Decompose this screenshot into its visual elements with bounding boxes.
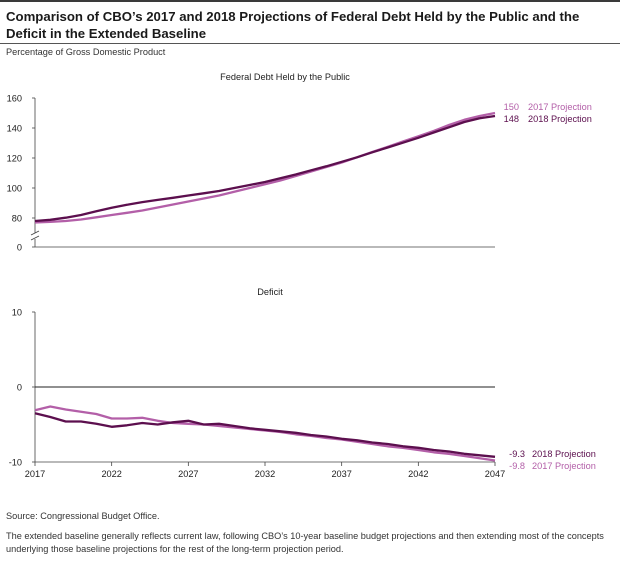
deficit-legend-label: 2017 Projection [532, 461, 596, 471]
debt-end-value-label: 148 [504, 114, 519, 124]
source-note: Source: Congressional Budget Office. [6, 511, 160, 521]
deficit-chart-title: Deficit [257, 287, 283, 297]
debt-legend-label: 2018 Projection [528, 114, 592, 124]
figure-notes: The extended baseline generally reflects… [6, 531, 604, 554]
debt-legend-label: 2017 Projection [528, 102, 592, 112]
deficit-y-tick-label: 0 [17, 383, 22, 393]
deficit-series-line-2017-projection [34, 405, 496, 462]
debt-series-line-2018-projection [34, 114, 496, 223]
deficit-end-value-label: -9.8 [509, 461, 525, 471]
debt-y-tick-label: 0 [17, 243, 22, 253]
chart-canvas: Federal Debt Held by the Public080100120… [7, 72, 596, 479]
figure-subtitle: Percentage of Gross Domestic Product [6, 47, 166, 57]
deficit-y-tick-label: 10 [12, 308, 22, 318]
deficit-x-tick-label: 2032 [255, 469, 275, 479]
debt-axis-break-mark [30, 230, 40, 241]
debt-y-tick-label: 120 [7, 154, 22, 164]
deficit-end-value-label: -9.3 [509, 449, 525, 459]
debt-y-tick-label: 80 [12, 214, 22, 224]
deficit-legend-label: 2018 Projection [532, 449, 596, 459]
title-separator [0, 43, 620, 44]
deficit-x-tick-label: 2047 [485, 469, 505, 479]
figure-title: Comparison of CBO’s 2017 and 2018 Projec… [6, 9, 580, 41]
deficit-x-tick-label: 2017 [25, 469, 45, 479]
deficit-x-tick-label: 2042 [408, 469, 428, 479]
deficit-series-line-2018-projection [34, 412, 496, 458]
deficit-x-tick-label: 2022 [101, 469, 121, 479]
debt-y-tick-label: 100 [7, 184, 22, 194]
deficit-y-tick-label: -10 [9, 458, 22, 468]
debt-series-line-2017-projection [34, 111, 496, 224]
deficit-x-tick-label: 2027 [178, 469, 198, 479]
debt-y-tick-label: 140 [7, 124, 22, 134]
top-rule [0, 0, 620, 2]
deficit-x-tick-label: 2037 [331, 469, 351, 479]
debt-end-value-label: 150 [504, 102, 519, 112]
debt-chart-title: Federal Debt Held by the Public [220, 72, 350, 82]
debt-y-tick-label: 160 [7, 94, 22, 104]
